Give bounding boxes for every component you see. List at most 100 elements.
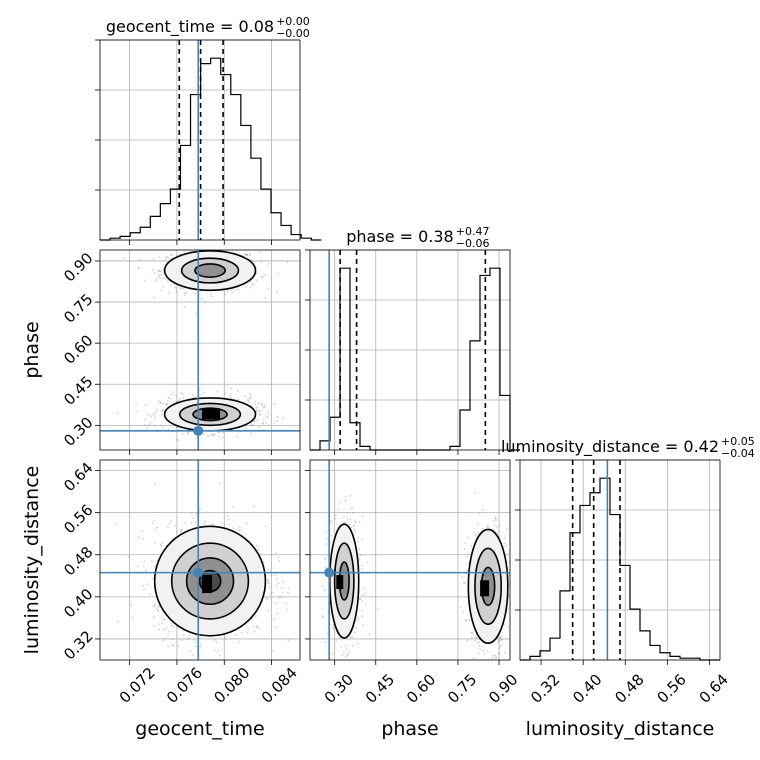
scatter-point: [486, 526, 489, 528]
scatter-point: [229, 394, 232, 397]
scatter-point: [218, 654, 221, 657]
scatter-point: [276, 290, 278, 293]
scatter-point: [334, 517, 337, 520]
scatter-point: [491, 657, 494, 660]
scatter-point: [224, 637, 227, 640]
scatter-point: [343, 651, 345, 654]
scatter-point: [182, 393, 185, 396]
density-core: [202, 408, 221, 420]
scatter-point: [255, 408, 258, 410]
scatter-point: [137, 267, 140, 269]
scatter-point: [248, 397, 251, 400]
scatter-point: [154, 280, 157, 283]
scatter-point: [204, 300, 207, 302]
scatter-point: [158, 275, 161, 278]
scatter-point: [477, 532, 480, 534]
scatter-point: [229, 397, 232, 400]
scatter-point: [483, 652, 486, 655]
scatter-point: [347, 652, 349, 655]
scatter-point: [281, 591, 284, 594]
scatter-point: [282, 417, 285, 419]
scatter-point: [506, 528, 508, 531]
scatter-point: [364, 603, 367, 606]
scatter-point: [501, 638, 503, 641]
scatter-point: [497, 530, 499, 533]
scatter-point: [329, 540, 332, 543]
scatter-point: [267, 287, 270, 290]
scatter-point: [507, 608, 510, 610]
scatter-point: [168, 630, 171, 633]
scatter-point: [218, 435, 221, 438]
panel-frame: [309, 459, 511, 661]
scatter-point: [168, 522, 171, 525]
scatter-point: [182, 396, 185, 399]
scatter-point: [194, 641, 197, 644]
scatter-point: [497, 652, 500, 655]
scatter-point: [157, 400, 160, 403]
scatter-point: [252, 260, 255, 263]
scatter-point: [154, 482, 157, 485]
scatter-point: [148, 424, 150, 426]
scatter-point: [245, 286, 248, 288]
scatter-point: [349, 650, 351, 653]
scatter-point: [243, 253, 246, 255]
scatter-point: [254, 403, 257, 406]
scatter-point: [135, 402, 137, 404]
scatter-point: [190, 512, 193, 515]
scatter-point: [171, 537, 174, 539]
scatter-point: [260, 260, 263, 263]
scatter-point: [363, 593, 366, 595]
scatter-point: [478, 512, 481, 515]
y-tick-label: 0.45: [60, 372, 96, 408]
scatter-point: [245, 253, 247, 256]
scatter-point: [230, 387, 233, 390]
panel-title-sup: +0.05: [721, 435, 755, 448]
x-axis-label: luminosity_distance: [526, 718, 715, 740]
scatter-point: [282, 581, 284, 583]
scatter-point: [181, 432, 184, 435]
scatter-point: [323, 589, 326, 592]
scatter-point: [346, 511, 349, 514]
scatter-point: [157, 623, 160, 626]
scatter-point: [353, 524, 356, 527]
scatter-point: [238, 529, 241, 532]
scatter-point: [361, 515, 364, 518]
scatter-point: [376, 608, 379, 610]
scatter-point: [170, 624, 173, 627]
scatter-point: [187, 637, 190, 639]
scatter-point: [150, 560, 153, 563]
scatter-point: [139, 258, 141, 261]
scatter-point: [151, 577, 154, 580]
scatter-point: [321, 608, 324, 611]
scatter-point: [175, 531, 178, 533]
scatter-point: [275, 577, 278, 580]
scatter-point: [261, 403, 263, 406]
scatter-point: [321, 616, 324, 619]
scatter-point: [266, 264, 269, 267]
scatter-point: [280, 596, 283, 599]
scatter-point: [162, 426, 165, 429]
scatter-point: [191, 393, 194, 396]
x-tick-label: 0.60: [403, 670, 439, 706]
scatter-point: [192, 517, 195, 520]
scatter-point: [199, 389, 201, 392]
scatter-point: [358, 521, 361, 524]
scatter-point: [212, 434, 215, 436]
scatter-point: [351, 507, 354, 510]
scatter-point: [211, 523, 214, 526]
scatter-point: [155, 409, 158, 412]
scatter-point: [341, 654, 344, 656]
scatter-point: [148, 593, 151, 596]
scatter-point: [142, 584, 144, 587]
scatter-point: [254, 400, 257, 403]
scatter-point: [224, 392, 227, 395]
scatter-point: [246, 253, 249, 256]
scatter-point: [236, 528, 239, 531]
scatter-point: [259, 410, 262, 413]
scatter-point: [115, 522, 118, 525]
scatter-point: [171, 254, 173, 256]
scatter-point: [165, 402, 168, 405]
scatter-point: [464, 542, 467, 545]
scatter-point: [161, 622, 163, 625]
scatter-point: [226, 291, 229, 294]
